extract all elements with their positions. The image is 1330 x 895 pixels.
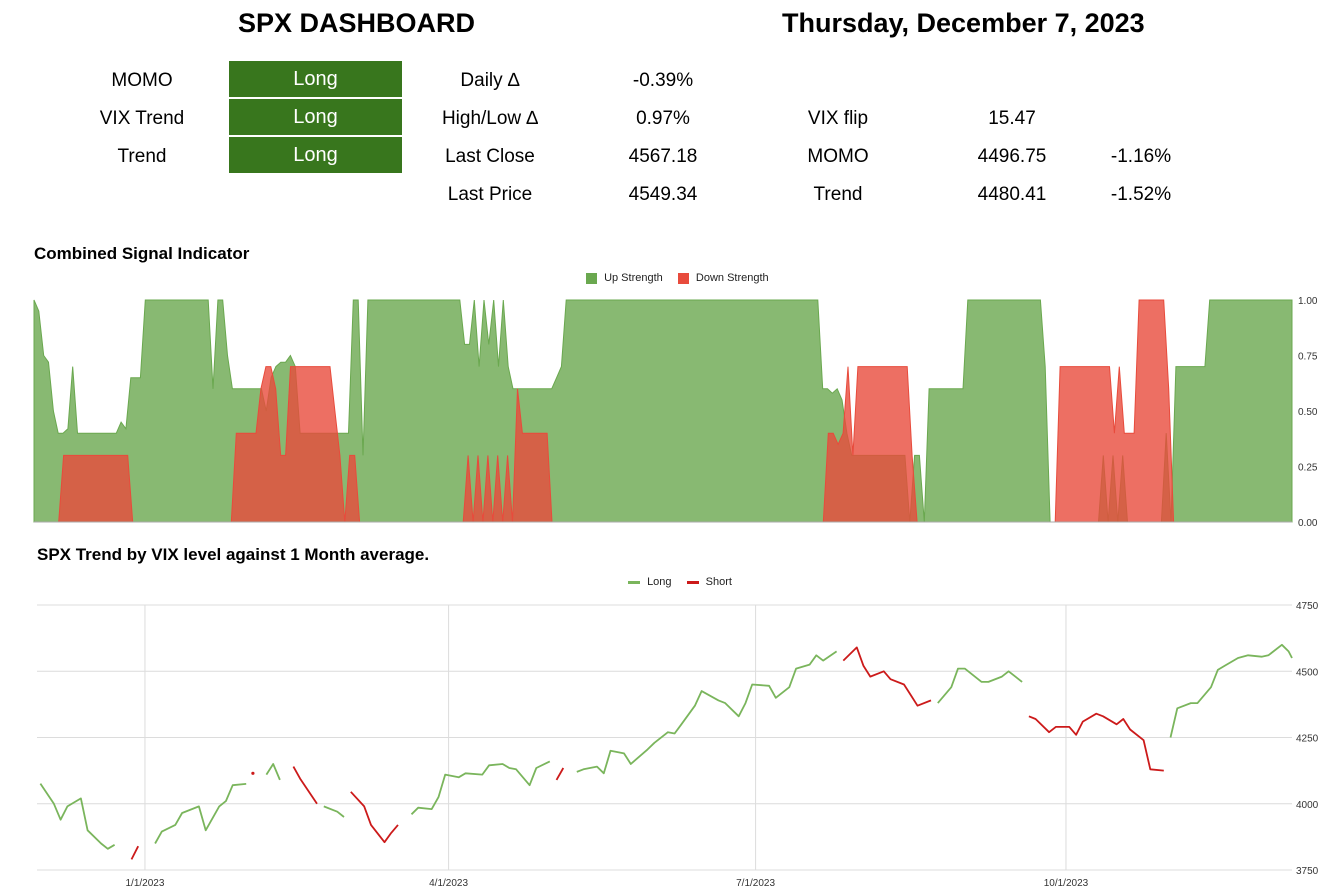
- long-segment: [39, 783, 116, 850]
- spx-y-tick: 4000: [1296, 800, 1319, 811]
- dashboard-title: SPX DASHBOARD: [238, 8, 476, 38]
- stat-label-last-close: Last Close: [445, 146, 535, 167]
- signal-badge-vix-trend: Long: [229, 99, 402, 135]
- stat-value-highlow: 0.97%: [636, 108, 690, 129]
- legend-swatch-long: [628, 580, 640, 584]
- stat-label-last-price: Last Price: [447, 184, 533, 205]
- signal-label-momo: MOMO: [111, 70, 173, 91]
- legend-label-short: Short: [705, 576, 732, 588]
- level-value-momo: 4496.75: [977, 146, 1047, 167]
- long-segment: [576, 650, 838, 775]
- short-segment: [555, 767, 565, 781]
- stat-value-last-close: 4567.18: [628, 146, 698, 167]
- legend-swatch-short: [686, 580, 699, 584]
- signal-y-tick: 0.25: [1298, 463, 1318, 474]
- legend-swatch-up: [586, 272, 597, 284]
- spx-y-tick: 4250: [1296, 734, 1319, 745]
- long-segment: [937, 667, 1023, 704]
- long-segment: [323, 805, 345, 818]
- signal-y-tick: 0.50: [1298, 407, 1318, 418]
- long-segment: [410, 760, 551, 815]
- signal-chart: 1.00 0.75 0.50 0.25 0.00: [33, 296, 1318, 529]
- stat-label-daily: Daily ∆: [460, 70, 520, 91]
- legend-label-up: Up Strength: [604, 272, 663, 284]
- long-segment: [1169, 643, 1293, 738]
- long-segment: [265, 763, 281, 781]
- signal-badge-momo: Long: [229, 61, 402, 97]
- level-value-trend: 4480.41: [977, 184, 1047, 205]
- short-segment: [130, 845, 140, 860]
- spx-y-tick: 4500: [1296, 667, 1319, 678]
- spx-y-tick: 3750: [1296, 866, 1319, 877]
- signal-label-trend: Trend: [117, 146, 167, 167]
- legend-label-long: Long: [647, 576, 672, 588]
- level-pct-trend: -1.52%: [1110, 184, 1172, 205]
- signal-badge-trend: Long: [229, 137, 402, 173]
- short-segment: [350, 791, 399, 844]
- signal-y-tick: 1.00: [1298, 296, 1318, 307]
- stat-label-highlow: High/Low ∆: [441, 108, 539, 129]
- spx-x-tick: 10/1/2023: [1044, 878, 1089, 889]
- stat-value-daily: -0.39%: [632, 70, 694, 91]
- spx-y-tick: 4750: [1296, 601, 1319, 612]
- spx-x-tick: 7/1/2023: [736, 878, 775, 889]
- stat-value-last-price: 4549.34: [628, 184, 698, 205]
- spx-x-tick: 4/1/2023: [429, 878, 468, 889]
- level-label-trend: Trend: [813, 184, 863, 205]
- signal-chart-legend: Up Strength Down Strength: [586, 272, 769, 284]
- short-point: [251, 771, 255, 775]
- legend-swatch-down: [677, 272, 689, 284]
- level-pct-momo: -1.16%: [1110, 146, 1172, 167]
- spx-x-tick: 1/1/2023: [125, 878, 164, 889]
- short-segment: [1028, 712, 1164, 772]
- spx-chart: 4750 4500 4250 4000 3750 1/1/2023 4/1/2023 7/1/…: [37, 601, 1319, 889]
- level-value-vix-flip: 15.47: [988, 108, 1036, 129]
- signal-label-vix-trend: VIX Trend: [99, 108, 185, 129]
- signal-y-tick: 0.75: [1298, 352, 1318, 363]
- signal-chart-title: Combined Signal Indicator: [34, 244, 250, 263]
- dashboard-date: Thursday, December 7, 2023: [782, 8, 1145, 38]
- signal-y-tick: 0.00: [1298, 518, 1318, 529]
- level-label-vix-flip: VIX flip: [807, 108, 869, 129]
- spx-chart-legend: Long Short: [628, 576, 732, 588]
- spx-chart-title: SPX Trend by VIX level against 1 Month a…: [37, 545, 430, 564]
- legend-label-down: Down Strength: [695, 272, 769, 284]
- long-segment: [154, 783, 247, 844]
- short-segment: [292, 766, 318, 805]
- level-label-momo: MOMO: [807, 146, 869, 167]
- short-segment: [842, 646, 932, 707]
